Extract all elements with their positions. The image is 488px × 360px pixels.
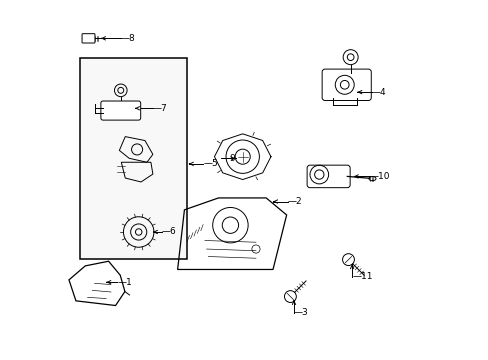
Text: —7: —7 [153, 104, 167, 113]
Text: —3: —3 [293, 308, 308, 317]
Text: —4: —4 [371, 87, 386, 96]
Text: —6: —6 [162, 228, 176, 237]
FancyBboxPatch shape [101, 101, 141, 120]
Text: —10: —10 [369, 172, 390, 181]
Text: —11: —11 [351, 272, 372, 281]
Text: —9: —9 [221, 154, 235, 163]
Text: —5: —5 [203, 159, 218, 168]
Text: —8: —8 [121, 34, 135, 43]
Text: —1: —1 [117, 278, 132, 287]
FancyBboxPatch shape [322, 69, 370, 100]
Bar [80, 58, 187, 259]
Text: —2: —2 [287, 197, 302, 206]
FancyBboxPatch shape [82, 34, 95, 43]
FancyBboxPatch shape [306, 165, 349, 188]
